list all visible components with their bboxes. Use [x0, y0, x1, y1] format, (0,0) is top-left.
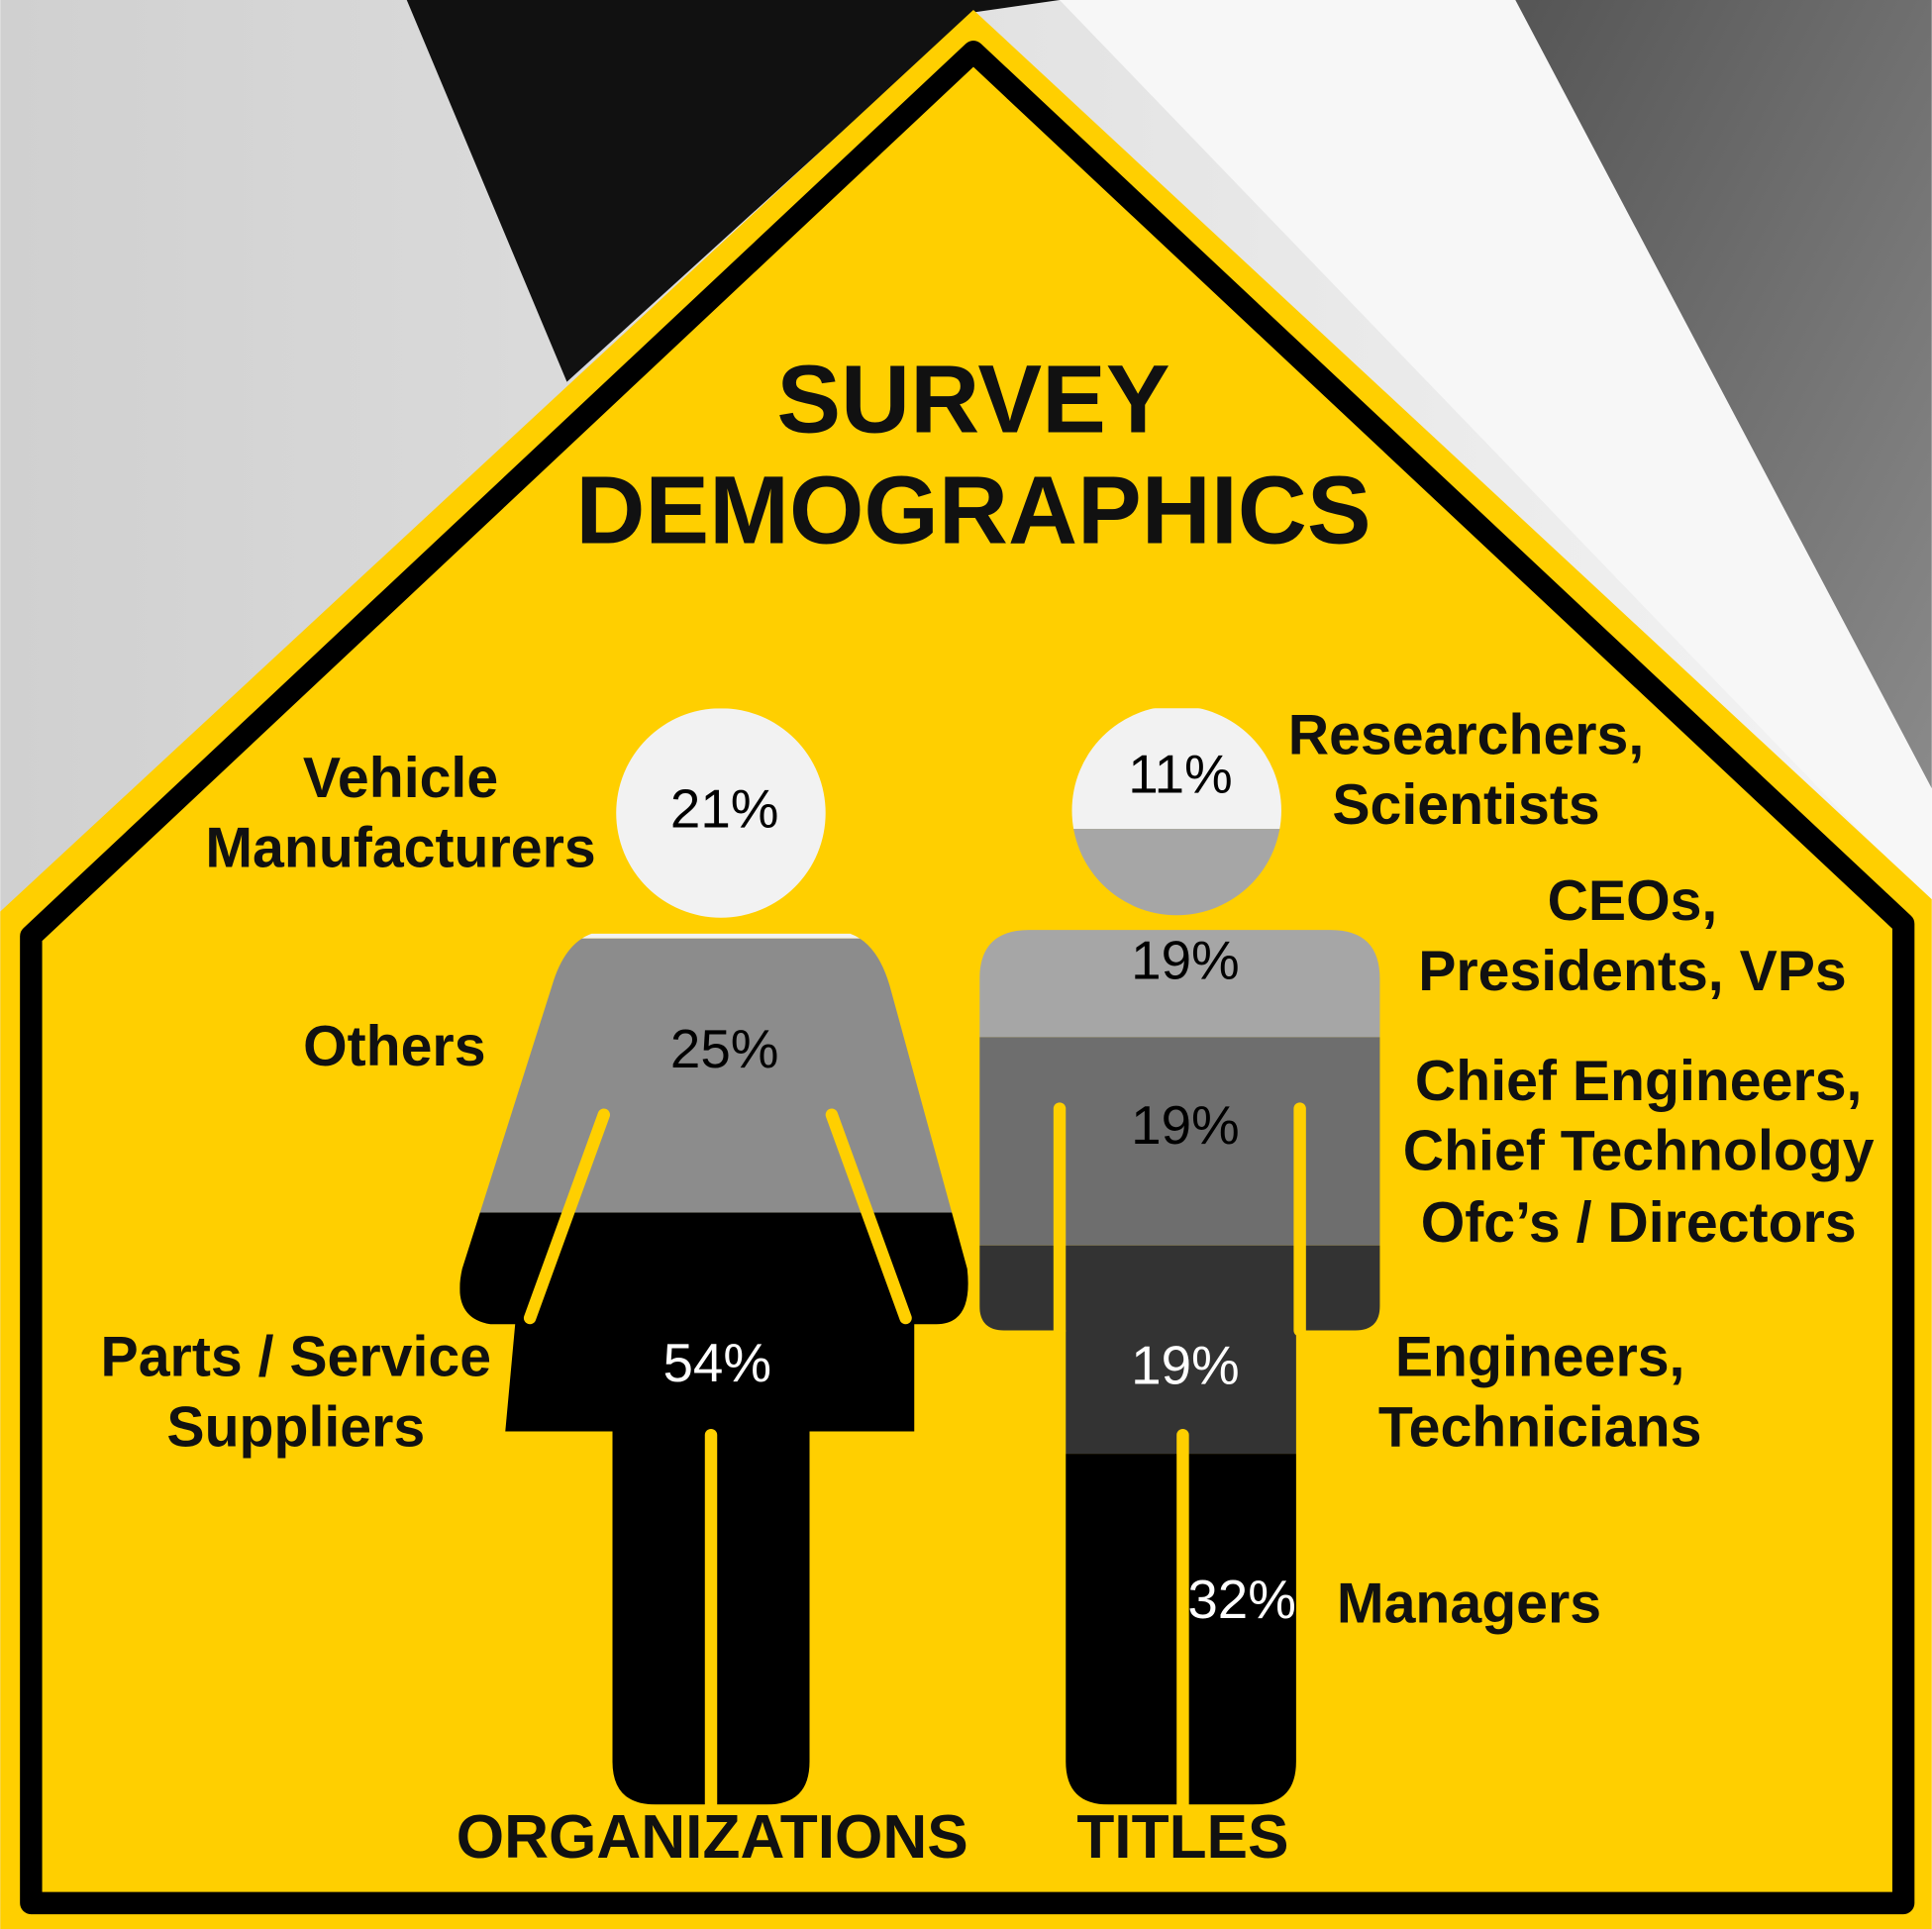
- category-label: Researchers, Scientists: [1287, 701, 1645, 837]
- value-label: 11%: [1128, 744, 1232, 805]
- value-label: 25%: [670, 1018, 779, 1079]
- category-label: CEOs, Presidents, VPs: [1418, 867, 1847, 1003]
- title: SURVEY DEMOGRAPHICS: [575, 345, 1372, 564]
- background-shape: [406, 0, 1061, 382]
- category-label-box: Researchers, Scientists: [1287, 701, 1645, 837]
- figure-label: TITLES: [1076, 1803, 1288, 1872]
- category-label: Chief Engineers, Chief Technology Ofc’s …: [1402, 1048, 1875, 1255]
- background-shape: [1515, 0, 1932, 789]
- category-label: Vehicle Manufacturers: [205, 744, 596, 880]
- category-label-box: Parts / Service Suppliers: [100, 1323, 492, 1459]
- value-label: 21%: [670, 777, 779, 839]
- category-label-box: Others: [303, 1014, 486, 1078]
- value-label: 19%: [1131, 1094, 1240, 1156]
- value-label: 32%: [1187, 1569, 1296, 1630]
- figure-gap: [825, 1108, 912, 1325]
- figure-gap: [523, 1108, 611, 1325]
- value-label: 54%: [662, 1332, 771, 1393]
- category-label-box: CEOs, Presidents, VPs: [1418, 867, 1847, 1003]
- category-label: Engineers, Technicians: [1377, 1323, 1702, 1459]
- category-label: Managers: [1336, 1571, 1602, 1636]
- category-label-box: Vehicle Manufacturers: [205, 744, 596, 880]
- value-label: 19%: [1131, 1335, 1240, 1396]
- figure-label: ORGANIZATIONS: [457, 1803, 968, 1872]
- segment: [979, 1037, 1380, 1246]
- category-label-box: Managers: [1336, 1571, 1602, 1636]
- category-label: Others: [303, 1014, 486, 1078]
- sign-border: [20, 41, 1915, 1915]
- title-box: SURVEY DEMOGRAPHICS: [575, 345, 1372, 564]
- category-label-box: Engineers, Technicians: [1377, 1323, 1702, 1459]
- category-label: Parts / Service Suppliers: [100, 1323, 492, 1459]
- category-label-box: Chief Engineers, Chief Technology Ofc’s …: [1402, 1048, 1875, 1255]
- value-label: 19%: [1131, 929, 1240, 990]
